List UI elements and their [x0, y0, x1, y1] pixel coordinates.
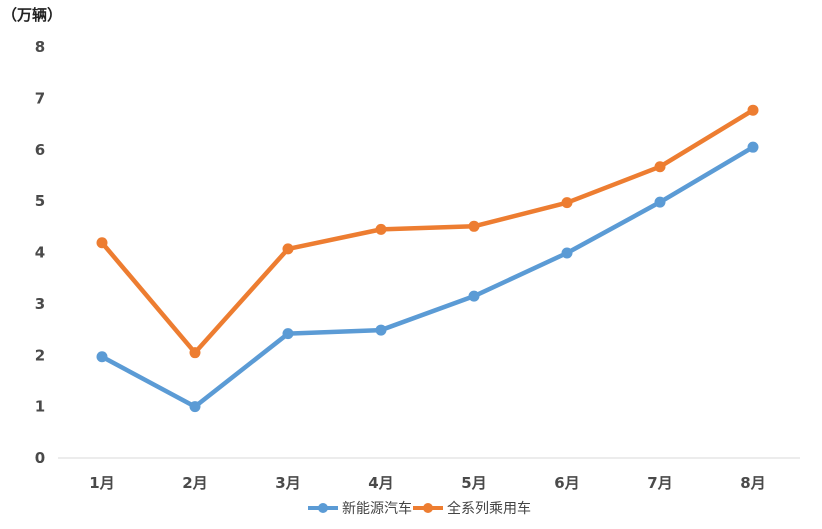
legend-item: 全系列乘用车: [413, 500, 531, 517]
data-point: [96, 237, 108, 249]
data-point: [468, 290, 480, 302]
data-point: [375, 324, 387, 336]
x-tick-label: 4月: [368, 474, 393, 492]
data-point: [189, 401, 201, 413]
data-point: [189, 347, 201, 359]
data-point: [747, 141, 759, 153]
data-point: [561, 247, 573, 259]
x-tick-label: 1月: [89, 474, 114, 492]
legend-label: 新能源汽车: [342, 500, 412, 517]
x-tick-label: 8月: [740, 474, 765, 492]
series-1: [96, 141, 759, 413]
series-line: [99, 107, 756, 355]
legend-item: 新能源汽车: [308, 500, 412, 517]
x-tick-label: 5月: [461, 474, 486, 492]
y-tick-label: 5: [35, 192, 45, 210]
series-layer: [96, 104, 759, 413]
legend: 新能源汽车 全系列乘用车: [308, 500, 531, 517]
data-point: [747, 104, 759, 116]
data-point: [654, 196, 666, 208]
legend-marker: [423, 503, 433, 513]
x-tick-label: 2月: [182, 474, 207, 492]
x-tick-label: 3月: [275, 474, 300, 492]
y-unit-label: （万辆）: [2, 6, 62, 24]
series-2: [96, 104, 759, 359]
x-axis-ticks: 1月 2月 3月 4月 5月 6月 7月 8月: [89, 474, 765, 492]
y-tick-label: 2: [35, 346, 45, 364]
y-tick-label: 4: [35, 244, 45, 262]
y-axis-ticks: 0 1 2 3 4 5 6 7 8: [35, 38, 45, 467]
data-point: [375, 223, 387, 235]
data-point: [468, 220, 480, 232]
y-tick-label: 3: [35, 295, 45, 313]
data-point: [282, 243, 294, 255]
y-tick-label: 6: [35, 141, 45, 159]
y-tick-label: 0: [35, 449, 45, 467]
y-tick-label: 1: [35, 398, 45, 416]
x-tick-label: 6月: [554, 474, 579, 492]
data-point: [654, 161, 666, 173]
series-line: [99, 144, 756, 409]
data-point: [282, 328, 294, 340]
legend-label: 全系列乘用车: [447, 500, 531, 517]
legend-marker: [318, 503, 328, 513]
data-point: [561, 197, 573, 209]
y-tick-label: 8: [35, 38, 45, 56]
y-tick-label: 7: [35, 89, 45, 107]
x-tick-label: 7月: [647, 474, 672, 492]
data-point: [96, 351, 108, 363]
